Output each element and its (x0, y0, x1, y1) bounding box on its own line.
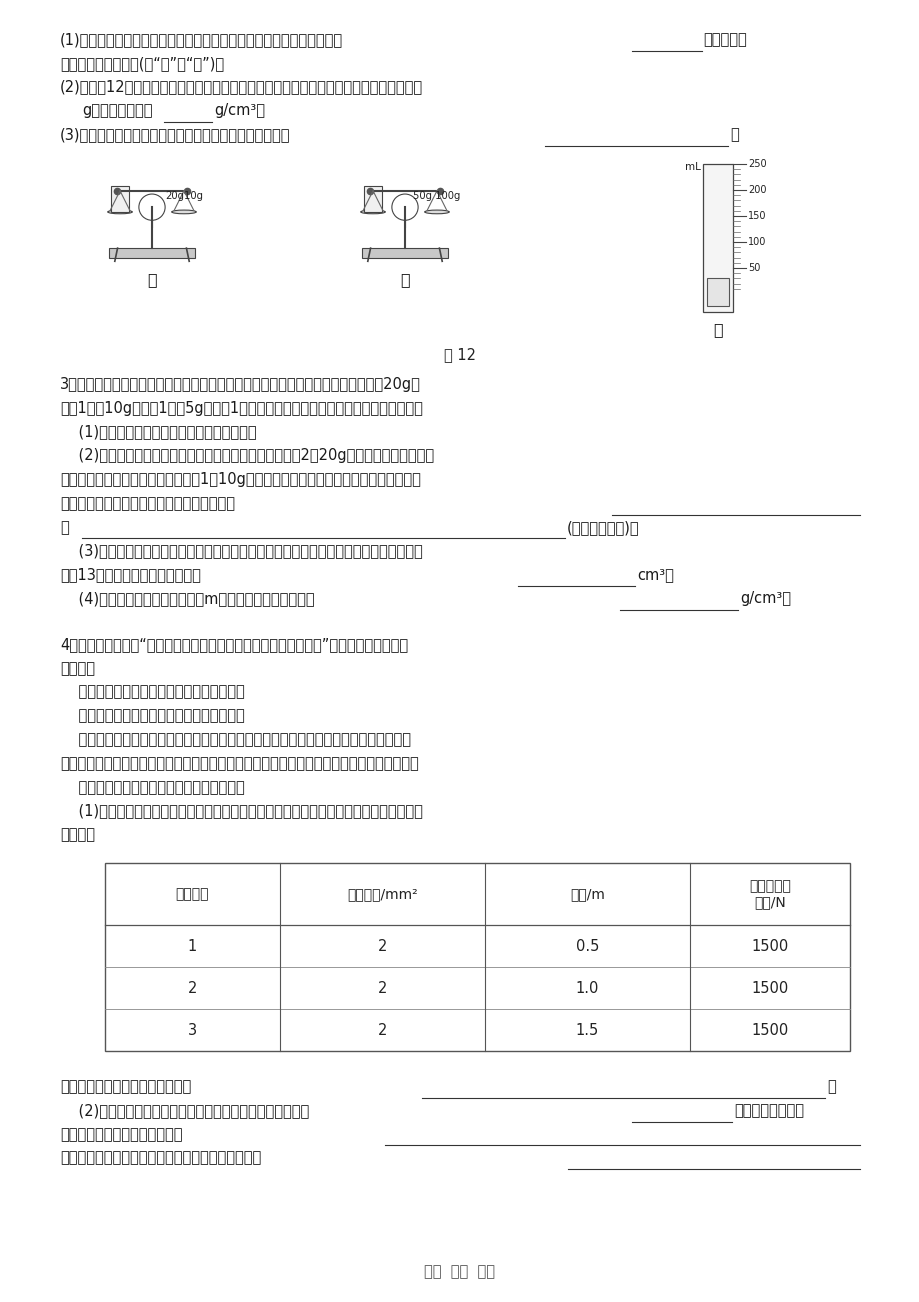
Circle shape (139, 194, 165, 220)
Text: 猜想二：拉力的大小与金属丝的材料有关。: 猜想二：拉力的大小与金属丝的材料有关。 (60, 708, 244, 724)
Text: 3: 3 (187, 1022, 197, 1038)
Bar (108, 249, 195, 258)
Text: 猜想一：拉力的大小与金属丝的长度有关；: 猜想一：拉力的大小与金属丝的长度有关； (60, 685, 244, 699)
Text: 250: 250 (747, 159, 766, 169)
Text: 母，才能使天平平衡(填“左”或“右”)。: 母，才能使天平平衡(填“左”或“右”)。 (60, 56, 224, 70)
Text: (3)用细线拴好小金属块，放入盛有适量水的量筒中，放入小金属块前、后量筒内的水面: (3)用细线拴好小金属块，放入盛有适量水的量筒中，放入小金属块前、后量筒内的水面 (60, 544, 423, 559)
Text: 2: 2 (378, 1022, 387, 1038)
Text: 3．为了测量小金属块的密度，小芳同学利用下列器材进行实验：托盘天平（只带有20g的: 3．为了测量小金属块的密度，小芳同学利用下列器材进行实验：托盘天平（只带有20g… (60, 378, 420, 392)
Text: 相同的金属丝分别: 相同的金属丝分别 (733, 1103, 803, 1118)
Ellipse shape (108, 210, 132, 214)
Text: 甲: 甲 (147, 272, 156, 286)
Text: 20g10g: 20g10g (165, 190, 203, 201)
Text: 1500: 1500 (751, 939, 788, 953)
Text: 用心  爱心  专心: 用心 爱心 专心 (424, 1264, 495, 1279)
Ellipse shape (425, 210, 448, 214)
Text: 移动平衡螺: 移动平衡螺 (702, 33, 746, 47)
Text: (4)小芳测得小金属块的质量为m克，则小金属块的密度为: (4)小芳测得小金属块的质量为m克，则小金属块的密度为 (60, 591, 314, 607)
Text: (1)调节天平横棁平衡时，指针偏向分度盘中央刻度线的右侧，此时应向: (1)调节天平横棁平衡时，指针偏向分度盘中央刻度线的右侧，此时应向 (60, 33, 343, 47)
Text: 2: 2 (187, 980, 197, 996)
Text: (2)为了验证猜想二，她们选用三根材料不同、长度相同、: (2)为了验证猜想二，她们选用三根材料不同、长度相同、 (60, 1103, 309, 1118)
Bar (111, 186, 129, 212)
Text: 横截面积/mm²: 横截面积/mm² (346, 887, 417, 901)
Text: (1)把天平置于水平桌面上，调节天平平衡；: (1)把天平置于水平桌面上，调节天平平衡； (60, 424, 256, 440)
Text: 为了探究的方便，他们使用的器材是：拉力机一台（拉力机可逐渐增大固定在其上的金: 为了探究的方便，他们使用的器材是：拉力机一台（拉力机可逐渐增大固定在其上的金 (60, 732, 411, 747)
Text: 100: 100 (747, 237, 766, 247)
Text: 猜想是：: 猜想是： (60, 661, 95, 676)
Text: g/cm³。: g/cm³。 (739, 591, 790, 607)
Text: (答出两种即可)；: (答出两种即可)； (566, 519, 639, 535)
Text: 图 12: 图 12 (444, 348, 475, 362)
Text: 拉断时拉力
大小/N: 拉断时拉力 大小/N (748, 879, 790, 909)
Text: 1: 1 (187, 939, 197, 953)
Text: 150: 150 (747, 211, 766, 221)
Text: 200: 200 (747, 185, 766, 195)
Text: 50: 50 (747, 263, 759, 273)
Ellipse shape (172, 210, 196, 214)
Text: 各种横截面积的金属丝）和其它辅助工具。: 各种横截面积的金属丝）和其它辅助工具。 (60, 780, 244, 794)
Text: 1500: 1500 (751, 980, 788, 996)
Text: 。: 。 (826, 1079, 834, 1094)
Text: 祁砈1个、10g的祁砟1个、5g的祁砟1个）、量筒、细线、小金属块。主要步骤如下：: 祁砈1个、10g的祁砟1个、5g的祁砟1个）、量筒、细线、小金属块。主要步骤如下… (60, 401, 423, 415)
Bar (702, 164, 732, 312)
Text: cm³；: cm³； (636, 568, 673, 582)
Text: g，牛奶的密度为: g，牛奶的密度为 (82, 103, 153, 118)
Text: 安装在拉力机上进行实验，测出: 安装在拉力机上进行实验，测出 (60, 1126, 182, 1142)
Text: 使天平再次平衡，小芳接下来的操作可能是：: 使天平再次平衡，小芳接下来的操作可能是： (60, 496, 234, 510)
Text: g/cm³。: g/cm³。 (214, 103, 265, 118)
Bar (361, 249, 448, 258)
Bar (364, 186, 381, 212)
Text: 如图13所示，则小金属块的体积为: 如图13所示，则小金属块的体积为 (60, 568, 200, 582)
Text: 如下表。: 如下表。 (60, 827, 95, 842)
Text: 1500: 1500 (751, 1022, 788, 1038)
Ellipse shape (360, 210, 385, 214)
Text: （物理量用字母表示）。由此得到的实验结论可能是: （物理量用字母表示）。由此得到的实验结论可能是 (60, 1151, 261, 1165)
Text: 向了分度盘的左侧，再向右盘内加入1个10g的祁砟，发现指针偏向了分度盘的右侧。为了: 向了分度盘的左侧，再向右盘内加入1个10g的祁砟，发现指针偏向了分度盘的右侧。为… (60, 473, 420, 487)
Bar (105, 863, 849, 1051)
Text: 。: 。 (729, 128, 738, 142)
Text: 50g 100g: 50g 100g (413, 190, 460, 201)
Bar (706, 279, 728, 306)
Text: 实验次数: 实验次数 (176, 887, 209, 901)
Text: mL: mL (685, 161, 700, 172)
Text: 0.5: 0.5 (575, 939, 598, 953)
Text: 2: 2 (378, 939, 387, 953)
Text: 长度/m: 长度/m (570, 887, 605, 901)
Circle shape (391, 194, 417, 220)
Text: 2: 2 (378, 980, 387, 996)
Text: (2)他按图12中甲、乙、丙的步骤顺序进行实验，依图中数据可知：牛奶和烧杯的总质量为: (2)他按图12中甲、乙、丙的步骤顺序进行实验，依图中数据可知：牛奶和烧杯的总质… (60, 79, 423, 95)
Text: (1)为了验证猜想一，她们选用拉力机、三根材料相同的金属丝进行了实验，得到的数据: (1)为了验证猜想一，她们选用拉力机、三根材料相同的金属丝进行了实验，得到的数据 (60, 803, 423, 819)
Text: 1.5: 1.5 (575, 1022, 598, 1038)
Text: 4．小芳实验小组对“金属丝被拉断时，拉力的大小与哪些因素有关”进行了探究。他们的: 4．小芳实验小组对“金属丝被拉断时，拉力的大小与哪些因素有关”进行了探究。他们的 (60, 637, 408, 652)
Text: 属丝的拉力，可以显示金属丝刚被拉断时拉力的大小）、金属丝若干（各种材料、各种长度、: 属丝的拉力，可以显示金属丝刚被拉断时拉力的大小）、金属丝若干（各种材料、各种长度… (60, 756, 418, 771)
Text: (2)将小金属块置于天平的左盘内，当小芳向右盘内加入2个20g的祁砟后，发现指针偏: (2)将小金属块置于天平的左盘内，当小芳向右盘内加入2个20g的祁砟后，发现指针… (60, 448, 434, 464)
Text: 丙: 丙 (712, 322, 722, 337)
Text: (3)为了更准确地测量牛奶的密度，实验步骤顺序应调整为: (3)为了更准确地测量牛奶的密度，实验步骤顺序应调整为 (60, 128, 290, 142)
Text: 1.0: 1.0 (575, 980, 598, 996)
Text: 由表中数据可得到的初步结论是：: 由表中数据可得到的初步结论是： (60, 1079, 191, 1094)
Text: 乙: 乙 (400, 272, 409, 286)
Text: 或: 或 (60, 519, 69, 535)
